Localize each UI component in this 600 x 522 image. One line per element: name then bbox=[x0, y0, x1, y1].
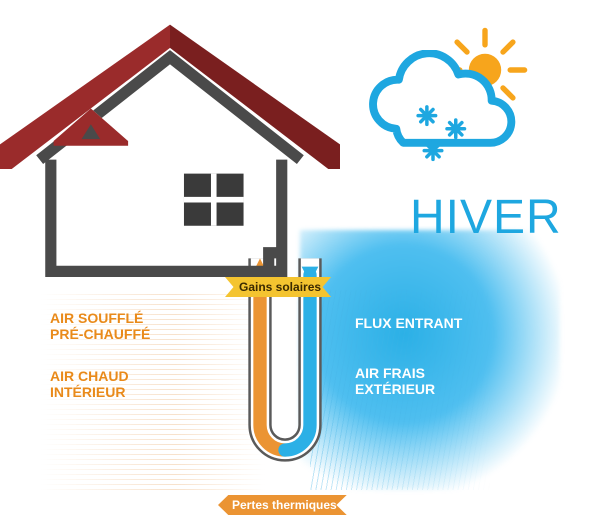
infographic-canvas: HIVER bbox=[0, 0, 600, 522]
label-air-frais: AIR FRAIS EXTÉRIEUR bbox=[355, 365, 435, 397]
label-air-chaud: AIR CHAUD INTÉRIEUR bbox=[50, 368, 129, 400]
season-label: HIVER bbox=[410, 190, 562, 245]
banner-pertes-thermiques: Pertes thermiques bbox=[218, 495, 347, 515]
label-air-souffle: AIR SOUFFLÉ PRÉ-CHAUFFÉ bbox=[50, 310, 150, 342]
label-flux-entrant: FLUX ENTRANT bbox=[355, 315, 462, 331]
house-icon bbox=[0, 20, 340, 290]
cloud-snow-icon bbox=[350, 50, 530, 190]
banner-gains-solaires: Gains solaires bbox=[225, 277, 331, 297]
